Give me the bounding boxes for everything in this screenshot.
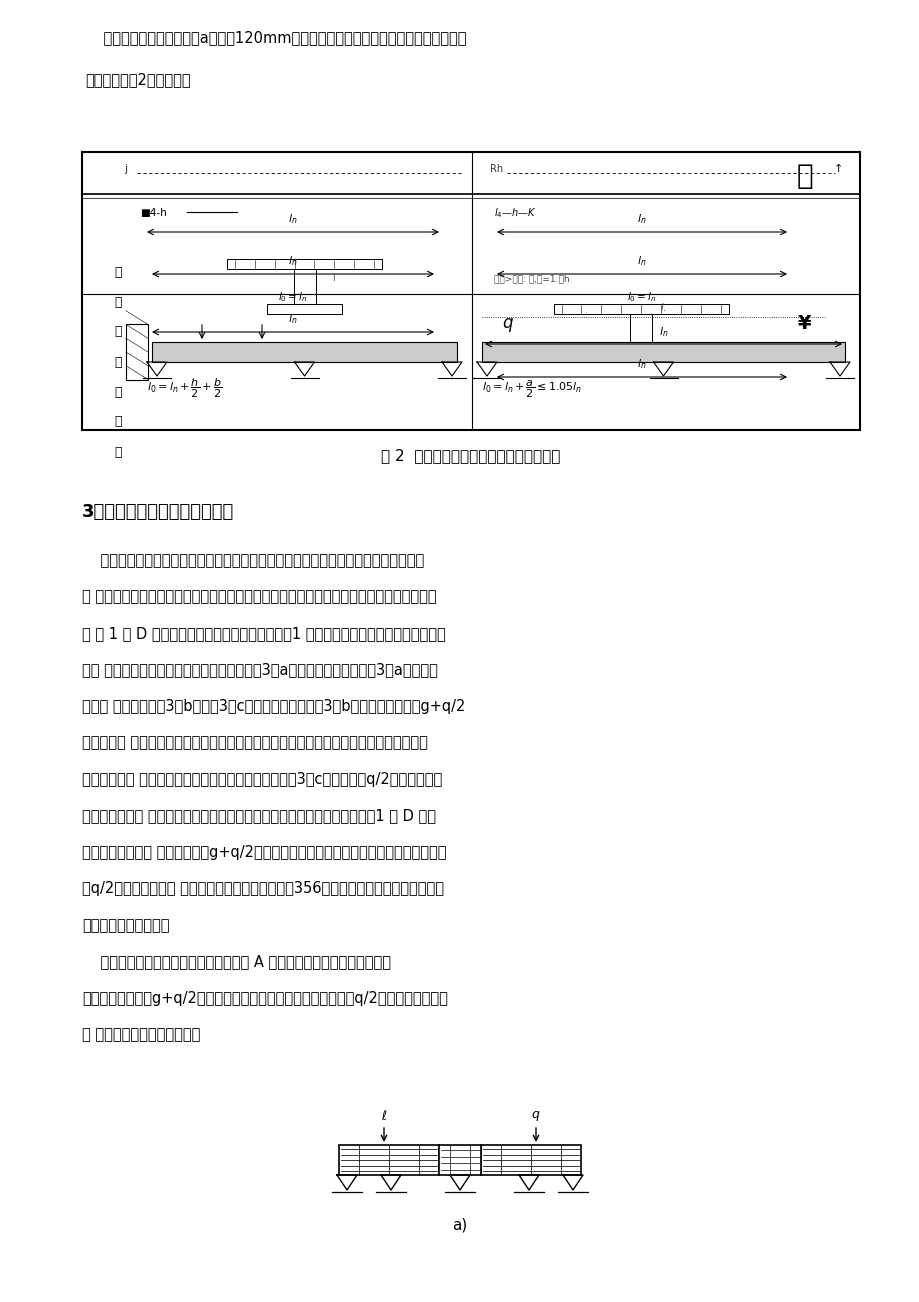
Text: （q/2）作用下四边简 支的单块板的叠加，利用教材356页附录十的表格计算单块板的内: （q/2）作用下四边简 支的单块板的叠加，利用教材356页附录十的表格计算单块板… (82, 881, 444, 897)
Text: 要 进行最不利活载布置。当求某区格板跨中最大弯矩时，最不利的活载按棋盘式布置，如计: 要 进行最不利活载布置。当求某区格板跨中最大弯矩时，最不利的活载按棋盘式布置，如… (82, 590, 437, 604)
Text: 梁的内 力计算通过图3（b）和图3（c）的叠加来计算；图3（b）中，满布荷载（g+q/2: 梁的内 力计算通过图3（b）和图3（c）的叠加来计算；图3（b）中，满布荷载（g… (82, 699, 465, 713)
Text: 跨中弯矩为荷载（g+q/2）作用下四边固定支座的单块板和荷载（q/2）作用下四边简支: 跨中弯矩为荷载（g+q/2）作用下四边固定支座的单块板和荷载（q/2）作用下四边… (82, 991, 448, 1006)
Bar (152, 342, 457, 362)
Text: $l_n$: $l_n$ (637, 212, 646, 227)
Text: $l_n$: $l_n$ (288, 254, 298, 268)
Bar (267, 303, 342, 314)
Text: $l_n$: $l_n$ (658, 326, 667, 339)
Text: 双向板在墙上的支承长度a不小于120mm，中间支座宽度即为次梁和主梁的截面宽度。: 双向板在墙上的支承长度a不小于120mm，中间支座宽度即为次梁和主梁的截面宽度。 (85, 30, 466, 46)
Text: 分: 分 (114, 355, 121, 368)
Bar (438, 1144, 481, 1174)
Text: q: q (501, 314, 512, 332)
Text: ¥: ¥ (798, 314, 811, 333)
Bar (293, 270, 315, 303)
Text: $l.$: $l.$ (660, 301, 666, 312)
Text: $l_n$: $l_n$ (637, 357, 646, 371)
Text: 计算跨度按图2进行计算。: 计算跨度按图2进行计算。 (85, 72, 190, 87)
Bar (600, 349, 680, 359)
Text: l: l (332, 273, 335, 283)
Text: $l_n$: $l_n$ (288, 212, 298, 227)
Text: 支 座单块板跨中弯矩的叠加。: 支 座单块板跨中弯矩的叠加。 (82, 1027, 200, 1043)
Text: $q$: $q$ (530, 1109, 540, 1124)
Text: ■4-h: ■4-h (140, 208, 166, 217)
Text: $l_0 = l_n + \dfrac{a}{2} \leq 1.05l_n$: $l_0 = l_n + \dfrac{a}{2} \leq 1.05l_n$ (482, 379, 582, 400)
Text: j: j (124, 164, 127, 174)
Text: $l_0 = l_n$: $l_0 = l_n$ (278, 290, 308, 303)
Text: a): a) (452, 1217, 467, 1232)
Bar (553, 303, 728, 314)
Text: ↑: ↑ (833, 164, 842, 174)
Text: 按: 按 (114, 266, 121, 279)
Text: 析: 析 (114, 385, 121, 398)
Text: 板的跨中弯矩可以 看作为荷载（g+q/2）作用下两邻边简支、两邻边固定的单块板和荷载: 板的跨中弯矩可以 看作为荷载（g+q/2）作用下两邻边简支、两邻边固定的单块板和… (82, 845, 446, 861)
Text: 其余区格板跨中弯矩计算依此类推。如 A 区格板四边均与梁整浇，故此其: 其余区格板跨中弯矩计算依此类推。如 A 区格板四边均与梁整浇，故此其 (82, 954, 391, 970)
Text: 反对称布置，近 似认为中间支座为简支支座，边支座按实际情况确定。如图1 中 D 区格: 反对称布置，近 似认为中间支座为简支支座，边支座按实际情况确定。如图1 中 D … (82, 809, 436, 823)
Text: 内: 内 (114, 415, 121, 428)
Text: 力: 力 (114, 445, 121, 458)
Bar (481, 1144, 581, 1174)
Text: 算 图 1 中 D 区格板的跨中弯矩时，活载布置在图1 有阴影的板区格内，如黑白相间的棋: 算 图 1 中 D 区格板的跨中弯矩时，活载布置在图1 有阴影的板区格内，如黑白… (82, 626, 446, 641)
Text: 昇: 昇 (796, 161, 812, 190)
Bar (227, 259, 381, 270)
Bar (482, 342, 844, 362)
Text: $l_0 = l_n + \dfrac{h}{2} + \dfrac{b}{2}$: $l_0 = l_n + \dfrac{h}{2} + \dfrac{b}{2}… (147, 376, 222, 400)
Text: Rh: Rh (490, 164, 503, 174)
Text: 3、双向板跨中最大弯矩的计算: 3、双向板跨中最大弯矩的计算 (82, 503, 234, 521)
Text: $l_0 = l_n$: $l_0 = l_n$ (627, 290, 656, 303)
Text: 力，再叠加起来即可。: 力，再叠加起来即可。 (82, 918, 169, 934)
Bar (126, 324, 148, 379)
Bar (338, 1144, 438, 1174)
Text: 盘。 此时沿板的长边方向，板的计算简图如图3（a）所示。我们可以将图3（a）的连续: 盘。 此时沿板的长边方向，板的计算简图如图3（a）所示。我们可以将图3（a）的连… (82, 663, 437, 677)
Text: ），连续板 的内支座（与梁整浇在一起）两边荷载对称，近似认为中间支座为固定支座，: ），连续板 的内支座（与梁整浇在一起）两边荷载对称，近似认为中间支座为固定支座， (82, 736, 427, 750)
Text: $l_n$: $l_n$ (637, 254, 646, 268)
Text: $l_4$—$h$—$K$: $l_4$—$h$—$K$ (494, 206, 536, 220)
Text: 若反>机站: 时,如=1.凸h: 若反>机站: 时,如=1.凸h (494, 273, 569, 283)
Text: 边支座按实际 情况确定，若支承在墙上，则为简支；图3（c）为荷载（q/2）在相邻两跨: 边支座按实际 情况确定，若支承在墙上，则为简支；图3（c）为荷载（q/2）在相邻… (82, 772, 442, 786)
Text: $\ell$: $\ell$ (380, 1109, 387, 1124)
Bar (630, 314, 652, 349)
Text: 多跨连续双向板的内力计算可以简化为单块板来计算。多跨连续双向板的内力计算需: 多跨连续双向板的内力计算可以简化为单块板来计算。多跨连续双向板的内力计算需 (82, 553, 424, 568)
Text: 性: 性 (114, 326, 121, 339)
Text: $l_n$: $l_n$ (288, 312, 298, 326)
Text: 弹: 弹 (114, 296, 121, 309)
Text: 图 2  按弹性理论分析连续梁、板的计算跨: 图 2 按弹性理论分析连续梁、板的计算跨 (380, 448, 560, 464)
